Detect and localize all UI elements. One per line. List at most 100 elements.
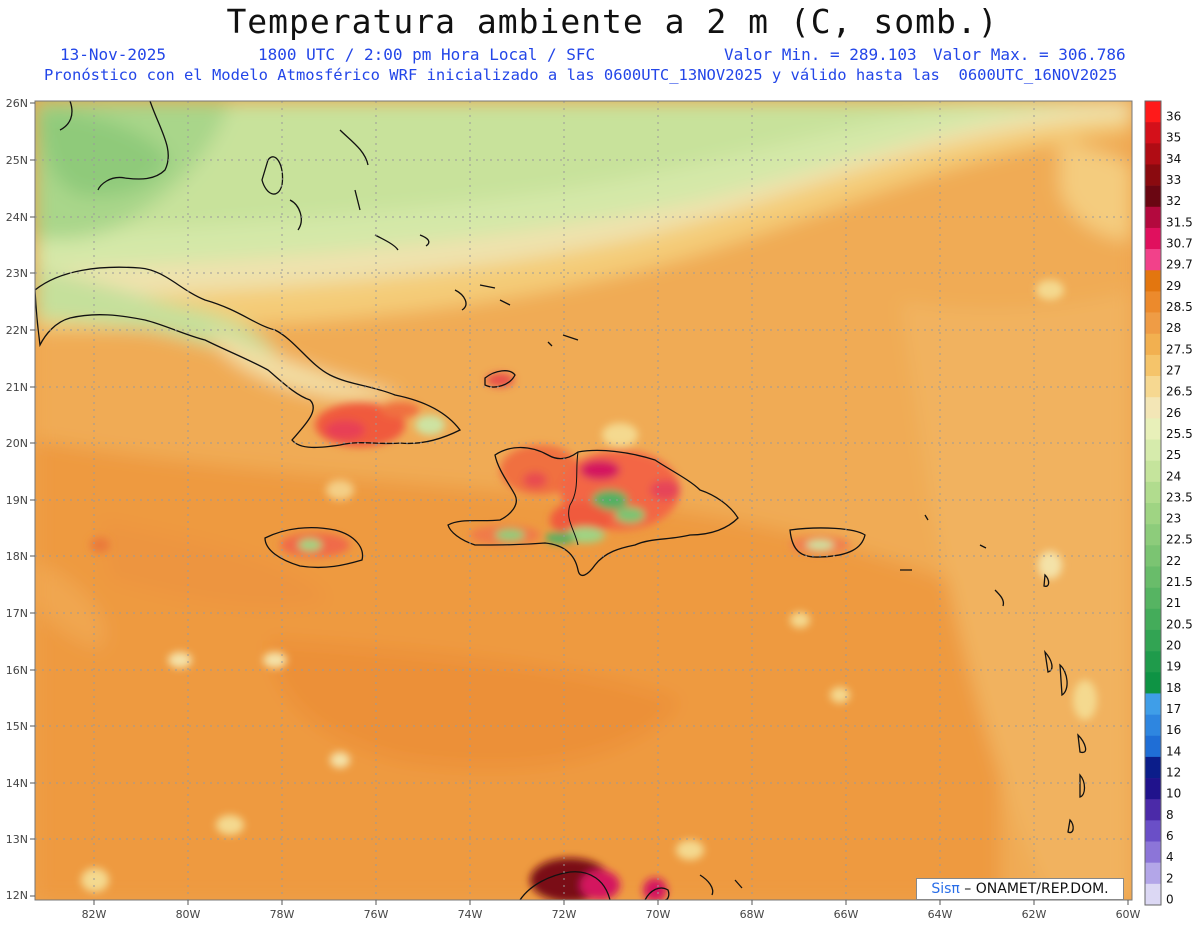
lat-label: 25N [6, 154, 28, 167]
colorbar-label: 33 [1166, 173, 1181, 187]
colorbar-swatch [1145, 101, 1161, 123]
lat-label: 18N [6, 550, 28, 563]
colorbar-frame [1144, 100, 1162, 906]
colorbar-swatch [1145, 460, 1161, 483]
lat-label: 20N [6, 437, 28, 450]
colorbar-label: 18 [1166, 681, 1181, 695]
colorbar-label: 34 [1166, 152, 1181, 166]
colorbar-swatch [1145, 249, 1161, 271]
lon-label: 74W [458, 908, 483, 921]
lon-label: 72W [552, 908, 577, 921]
colorbar-swatch [1145, 651, 1161, 673]
colorbar-label: 32 [1166, 194, 1181, 208]
colorbar-swatch [1145, 481, 1161, 504]
colorbar-label: 27 [1166, 363, 1181, 377]
colorbar-swatch [1145, 418, 1161, 440]
colorbar-label: 28 [1166, 321, 1181, 335]
colorbar-swatch [1145, 376, 1161, 398]
colorbar-swatch [1145, 883, 1161, 906]
lat-label: 24N [6, 211, 28, 224]
colorbar-label: 6 [1166, 829, 1174, 843]
colorbar-label: 14 [1166, 744, 1181, 758]
colorbar-swatch [1145, 333, 1161, 356]
lat-label: 15N [6, 720, 28, 733]
lat-label: 21N [6, 381, 28, 394]
colorbar-label: 26 [1166, 406, 1181, 420]
colorbar-label: 25.5 [1166, 427, 1193, 441]
lat-label: 17N [6, 607, 28, 620]
colorbar-label: 29 [1166, 279, 1181, 293]
colorbar-label: 2 [1166, 871, 1174, 885]
colorbar-swatch [1145, 312, 1161, 335]
colorbar-label: 16 [1166, 723, 1181, 737]
colorbar-label: 28.5 [1166, 300, 1193, 314]
colorbar-label: 35 [1166, 131, 1181, 145]
colorbar-swatch [1145, 841, 1161, 863]
colorbar-swatch [1145, 503, 1161, 525]
colorbar-swatch [1145, 799, 1161, 821]
colorbar-swatch [1145, 545, 1161, 567]
lon-label: 62W [1022, 908, 1047, 921]
coastlines [35, 101, 1087, 900]
lat-label: 14N [6, 777, 28, 790]
lon-label: 78W [270, 908, 295, 921]
colorbar-label: 31.5 [1166, 215, 1193, 229]
colorbar-swatch [1145, 270, 1161, 292]
forecast-time: 1800 UTC / 2:00 pm Hora Local / SFC [258, 45, 596, 64]
lat-label: 26N [6, 97, 28, 110]
lon-label: 80W [176, 908, 201, 921]
colorbar-swatch [1145, 291, 1161, 313]
lon-label: 70W [646, 908, 671, 921]
colorbar-swatch [1145, 354, 1161, 377]
colorbar-label: 36 [1166, 110, 1181, 124]
colorbar-swatch [1145, 439, 1161, 461]
colorbar-label: 20.5 [1166, 617, 1193, 631]
lon-label: 64W [928, 908, 953, 921]
colorbar-swatch [1145, 778, 1161, 800]
gridlines [35, 101, 1132, 900]
colorbar-swatch [1145, 122, 1161, 144]
colorbar-label: 25 [1166, 448, 1181, 462]
colorbar-label: 10 [1166, 787, 1181, 801]
lat-label: 12N [6, 889, 28, 902]
colorbar-swatch [1145, 714, 1161, 737]
colorbar-swatch [1145, 587, 1161, 610]
lat-label: 23N [6, 267, 28, 280]
colorbar-swatch [1145, 672, 1161, 694]
lon-label: 66W [834, 908, 859, 921]
colorbar-swatch [1145, 862, 1161, 885]
colorbar-label: 26.5 [1166, 385, 1193, 399]
lat-label: 22N [6, 324, 28, 337]
colorbar-swatch [1145, 227, 1161, 250]
forecast-date: 13-Nov-2025 [60, 45, 166, 64]
lat-label: 16N [6, 664, 28, 677]
brand-label: Sisπ [931, 881, 960, 897]
colorbar-swatch [1145, 185, 1161, 208]
credit-text: – ONAMET/REP.DOM. [959, 881, 1109, 897]
colorbar-label: 22 [1166, 554, 1181, 568]
colorbar-swatch [1145, 756, 1161, 779]
colorbar-label: 23.5 [1166, 490, 1193, 504]
colorbar-swatch [1145, 735, 1161, 758]
colorbar-label: 17 [1166, 702, 1181, 716]
lon-label: 76W [364, 908, 389, 921]
lon-label: 60W [1116, 908, 1141, 921]
colorbar-swatch [1145, 820, 1161, 842]
colorbar-label: 22.5 [1166, 533, 1193, 547]
colorbar-label: 4 [1166, 850, 1174, 864]
colorbar-label: 27.5 [1166, 342, 1193, 356]
lon-label: 68W [740, 908, 765, 921]
lat-label: 13N [6, 833, 28, 846]
colorbar-label: 24 [1166, 469, 1181, 483]
colorbar-swatch [1145, 206, 1161, 229]
colorbar-label: 19 [1166, 660, 1181, 674]
colorbar-legend: 363534333231.530.729.72928.52827.52726.5… [1144, 100, 1193, 906]
colorbar-swatch [1145, 693, 1161, 715]
model-info: Pronóstico con el Modelo Atmosférico WRF… [44, 66, 1118, 84]
colorbar-label: 12 [1166, 765, 1181, 779]
colorbar-swatch [1145, 164, 1161, 186]
colorbar-swatch [1145, 566, 1161, 588]
colorbar-swatch [1145, 629, 1161, 652]
colorbar-swatch [1145, 608, 1161, 631]
